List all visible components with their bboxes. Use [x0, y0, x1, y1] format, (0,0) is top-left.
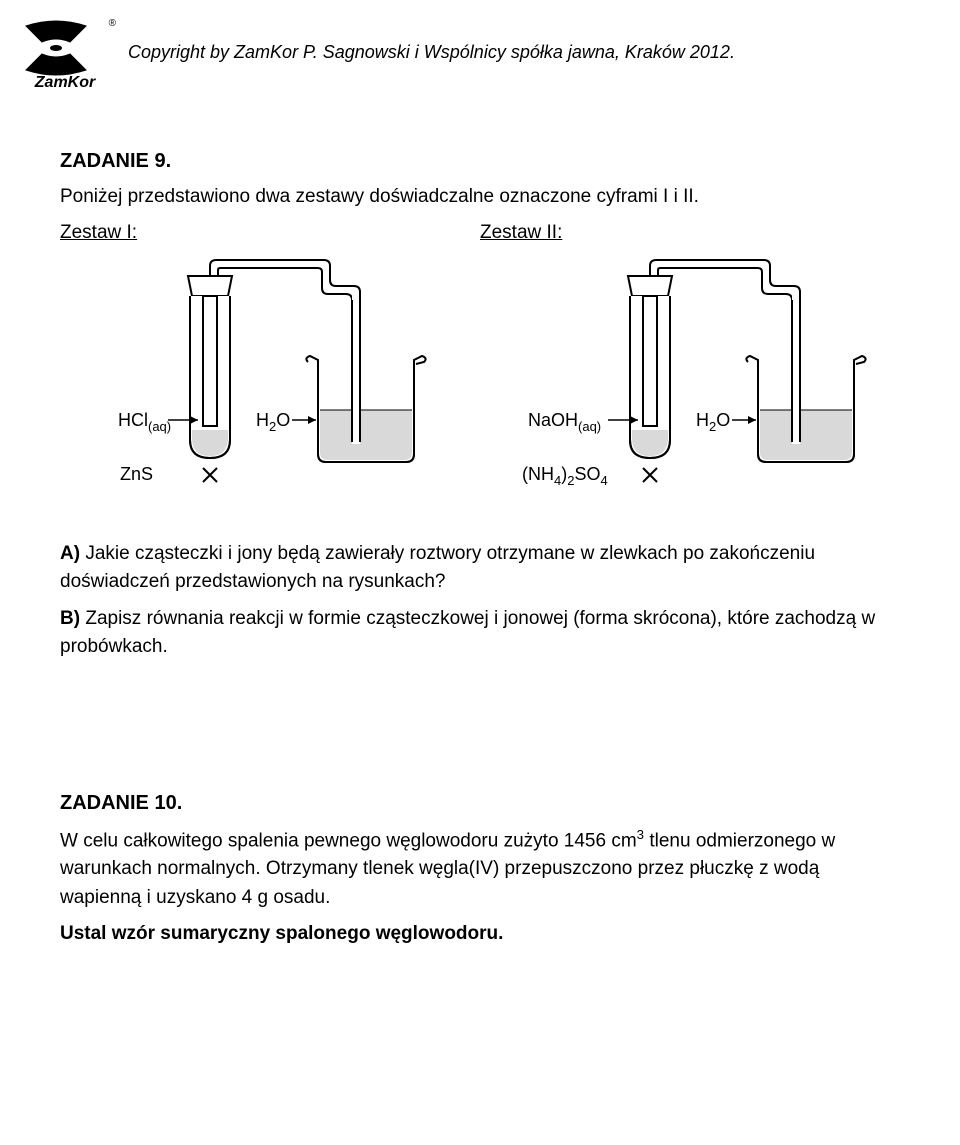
logo-text: ZamKor: [20, 74, 110, 92]
svg-text:HCl(aq): HCl(aq): [118, 410, 171, 434]
question-b: B) Zapisz równania reakcji w formie cząs…: [60, 605, 900, 662]
zadanie-10: ZADANIE 10. W celu całkowitego spalenia …: [60, 792, 900, 949]
s2-beaker-h: H: [696, 410, 709, 430]
z10-p1a: W celu całkowitego spalenia pewnego węgl…: [60, 830, 637, 851]
apparatus-row: Zestaw I:: [60, 222, 900, 520]
s2-rb-s2: 2: [567, 473, 574, 488]
s2-reagent-top-sub: (aq): [578, 419, 601, 434]
s2-rb-pre: (NH: [522, 464, 554, 484]
svg-text:(NH4)2SO4: (NH4)2SO4: [522, 464, 608, 488]
zadanie-9-questions: A) Jakie cząsteczki i jony będą zawierał…: [60, 540, 900, 662]
s1-beaker-sub: 2: [269, 419, 276, 434]
zadanie-10-p2: Ustal wzór sumaryczny spalonego węglowod…: [60, 920, 900, 949]
s2-rb-post: SO: [574, 464, 600, 484]
zadanie-10-heading: ZADANIE 10.: [60, 792, 900, 815]
copyright-text: Copyright by ZamKor P. Sagnowski i Wspól…: [118, 20, 735, 63]
qa-bold: A): [60, 543, 80, 564]
page-header: ® ZamKor Copyright by ZamKor P. Sagnowsk…: [0, 0, 960, 110]
setup-2: Zestaw II: NaOH(aq): [480, 222, 900, 520]
logo-icon: [20, 20, 92, 76]
qb-bold: B): [60, 608, 80, 629]
s1-reagent-bottom: ZnS: [120, 464, 153, 484]
s1-beaker-h: H: [256, 410, 269, 430]
s1-reagent-top: HCl: [118, 410, 148, 430]
s2-beaker-sub: 2: [709, 419, 716, 434]
content-area: ZADANIE 9. Poniżej przedstawiono dwa zes…: [0, 110, 960, 949]
svg-text:NaOH(aq): NaOH(aq): [528, 410, 601, 434]
s2-beaker-o: O: [716, 410, 730, 430]
zadanie-9-heading: ZADANIE 9.: [60, 150, 900, 173]
setup-2-diagram: NaOH(aq) (NH4)2SO4 H2O: [480, 250, 900, 520]
s1-beaker-o: O: [276, 410, 290, 430]
qb-text: Zapisz równania reakcji w formie cząstec…: [60, 608, 875, 658]
s2-reagent-top: NaOH: [528, 410, 578, 430]
svg-text:H2O: H2O: [696, 410, 730, 434]
z10-p1-sup: 3: [637, 827, 644, 842]
svg-text:H2O: H2O: [256, 410, 290, 434]
registered-mark: ®: [109, 18, 116, 29]
setup-1-label: Zestaw I:: [60, 222, 480, 244]
s2-rb-s3: 4: [600, 473, 607, 488]
setup-2-label: Zestaw II:: [480, 222, 900, 244]
question-a: A) Jakie cząsteczki i jony będą zawierał…: [60, 540, 900, 597]
setup-1: Zestaw I:: [60, 222, 480, 520]
logo: ® ZamKor: [20, 20, 110, 110]
setup-1-diagram: HCl(aq) ZnS H2O: [60, 250, 460, 520]
zadanie-10-p1: W celu całkowitego spalenia pewnego węgl…: [60, 825, 900, 913]
s1-reagent-top-sub: (aq): [148, 419, 171, 434]
s2-rb-s1: 4: [554, 473, 561, 488]
zadanie-9-intro: Poniżej przedstawiono dwa zestawy doświa…: [60, 183, 900, 212]
z10-p2-bold: Ustal wzór sumaryczny spalonego węglowod…: [60, 923, 503, 944]
qa-text: Jakie cząsteczki i jony będą zawierały r…: [60, 543, 815, 593]
